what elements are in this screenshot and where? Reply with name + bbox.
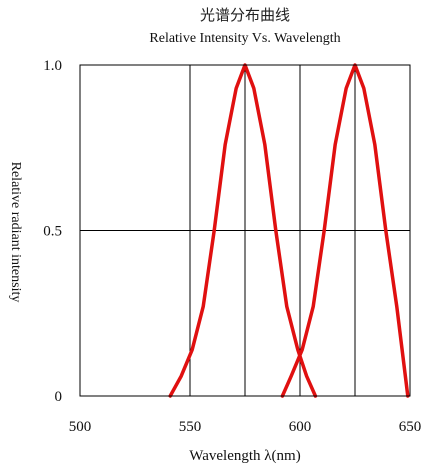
x-tick-label: 600 [289,419,312,435]
grid-lines [80,65,410,396]
y-tick-label: 0 [55,389,63,405]
x-tick-label: 500 [69,419,92,435]
chart-subtitle: Relative Intensity Vs. Wavelength [149,31,340,46]
y-tick-label: 0.5 [43,224,62,240]
plot-frame [79,64,411,397]
x-tick-label: 550 [179,419,202,435]
series-line-2 [280,63,410,398]
y-tick-label: 1.0 [43,58,62,74]
x-axis-label: Wavelength λ(nm) [189,448,300,464]
y-axis-label: Relative radiant intensity [8,162,23,303]
x-tick-label: 650 [399,419,422,435]
chart-title: 光谱分布曲线 [200,6,290,24]
tick-labels: 500 550 600 650 0 0.5 1.0 [43,58,421,435]
